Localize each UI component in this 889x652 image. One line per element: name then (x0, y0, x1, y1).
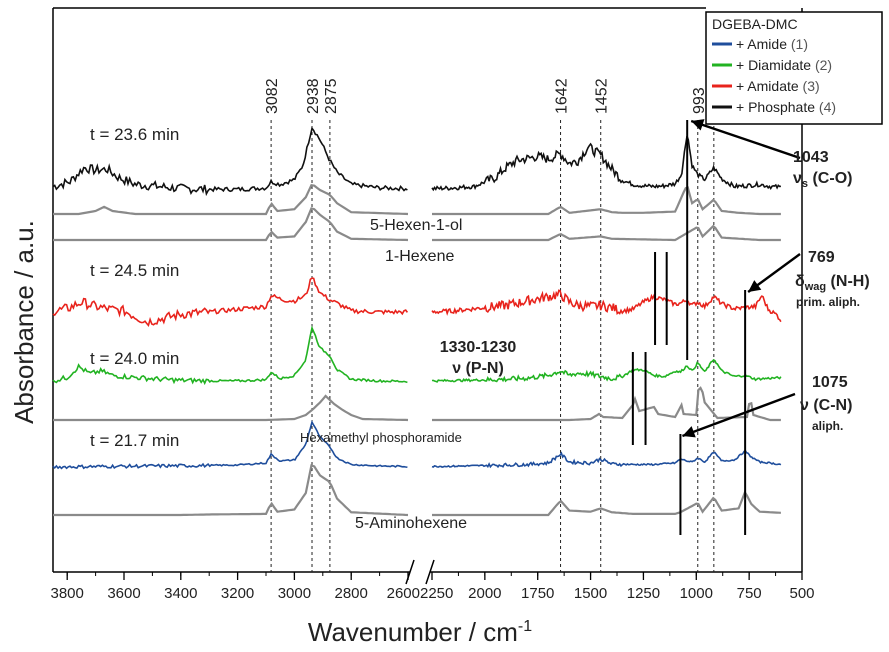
annotation-part: 1043 (793, 149, 829, 166)
x-axis-ticks: 3800 3600 3400 3200 3000 2800 26002250 2000 1750… (51, 572, 815, 602)
annotation-text: 1075 (812, 374, 848, 391)
annotation-arrowhead (691, 119, 705, 131)
x-tick-label: 500 (789, 585, 814, 602)
annotation-arrow (690, 119, 801, 160)
legend-label-suffix: (1) (791, 36, 808, 52)
annotation-part: s (802, 178, 808, 190)
peak-marker-label: 2875 (323, 78, 340, 114)
axis-break-gap (410, 9, 430, 593)
series-line (52, 325, 408, 386)
series-line (52, 419, 408, 470)
time-label: t = 23.6 min (90, 125, 179, 144)
annotation-part: aliph. (812, 419, 843, 433)
series-line (431, 358, 782, 383)
legend-entries: + Amide (1) + Diamidate (2) + Amidate (3) +… (712, 36, 836, 115)
x-axis-title-main: Wavenumber / cm (308, 617, 518, 647)
x-tick-label: 3400 (164, 585, 197, 602)
annotation-part: 769 (808, 249, 835, 266)
legend-label: + Diamidate (2) (736, 57, 832, 73)
annotation-part: ν (C-N) (800, 397, 852, 414)
peak-marker-label: 993 (691, 87, 708, 114)
annotation-text: 1330-1230 (440, 339, 517, 356)
reference-label: Hexamethyl phosphoramide (300, 430, 462, 445)
legend-box (705, 11, 883, 125)
axis-break-mark-left (405, 559, 415, 585)
legend-label: + Phosphate (4) (736, 99, 836, 115)
legend-label-suffix: (4) (819, 99, 836, 115)
x-tick-label: 3200 (221, 585, 254, 602)
legend: DGEBA-DMC + Amide (1)+ Diamidate (2)+ Am… (705, 11, 883, 125)
series-line (52, 277, 409, 328)
annotation-arrowhead (748, 280, 762, 292)
series-line (52, 126, 408, 197)
annotation-arrow (682, 392, 796, 438)
annotation-part: δ (795, 273, 805, 290)
peak-marker-label: 3082 (264, 78, 281, 114)
series-line (432, 186, 781, 216)
reference-label: 1-Hexene (385, 248, 454, 265)
series-line (431, 135, 781, 192)
annotation-part: (N-H) (826, 273, 870, 290)
legend-label: + Amidate (3) (736, 78, 820, 94)
series-labels: t = 23.6 min t = 24.5 min t = 24.0 min t = … (90, 125, 467, 532)
reference-label: 5-Aminohexene (355, 515, 467, 532)
plot-frame (52, 7, 803, 593)
annotation-arrowhead (682, 426, 696, 438)
annotation-text: ν (P-N) (452, 360, 504, 377)
series-line (53, 464, 409, 517)
x-tick-label: 2800 (335, 585, 368, 602)
annotation-text: prim. aliph. (796, 295, 860, 309)
annotation-part: wag (804, 281, 826, 293)
series-line (432, 386, 781, 422)
time-label: t = 24.5 min (90, 261, 179, 280)
x-axis-title: Wavenumber / cm-1 (308, 617, 532, 647)
annotation-part: 1075 (812, 374, 848, 391)
x-tick-label: 2000 (468, 585, 501, 602)
x-tick-label: 3800 (51, 585, 84, 602)
x-tick-label: 3600 (107, 585, 140, 602)
series-line (53, 394, 409, 422)
y-axis-title: Absorbance / a.u. (9, 220, 39, 424)
legend-title: DGEBA-DMC (712, 16, 798, 32)
legend-label-suffix: (3) (803, 78, 820, 94)
series-line (431, 449, 782, 469)
axis-break-mark-right (425, 559, 435, 585)
x-tick-label: 1500 (574, 585, 607, 602)
annotation-part: (C-O) (808, 170, 852, 187)
annotation-text: aliph. (812, 419, 843, 433)
x-tick-label: 1250 (627, 585, 660, 602)
annotation-part: ν (P-N) (452, 360, 504, 377)
legend-label-suffix: (2) (815, 57, 832, 73)
x-tick-label: 1000 (680, 585, 713, 602)
x-tick-label: 750 (737, 585, 762, 602)
series-line (431, 289, 782, 323)
series-line (53, 183, 409, 216)
series-line (432, 224, 781, 242)
peak-marker-label: 2938 (305, 78, 322, 114)
legend-label: + Amide (1) (736, 36, 808, 52)
time-label: t = 21.7 min (90, 431, 179, 450)
peak-marker-label: 1642 (554, 78, 571, 114)
annotation-text: νs (C-O) (793, 170, 852, 190)
series-layer (52, 126, 782, 517)
x-tick-label: 26002250 (387, 585, 454, 602)
annotation-part: ν (793, 170, 802, 187)
time-label: t = 24.0 min (90, 349, 179, 368)
series-line (53, 207, 409, 242)
annotation-part: 1330-1230 (440, 339, 517, 356)
annotation-part: prim. aliph. (796, 295, 860, 309)
annotation-text: ν (C-N) (800, 397, 852, 414)
reference-label: 5-Hexen-1-ol (370, 217, 462, 234)
x-tick-label: 1750 (521, 585, 554, 602)
x-axis-title-sup: -1 (518, 618, 532, 635)
peak-marker-label: 1452 (594, 78, 611, 114)
x-tick-label: 3000 (278, 585, 311, 602)
annotation-text: 769 (808, 249, 835, 266)
annotation-text: 1043 (793, 149, 829, 166)
annotation-text: δwag (N-H) (795, 273, 870, 293)
series-line (432, 489, 781, 517)
